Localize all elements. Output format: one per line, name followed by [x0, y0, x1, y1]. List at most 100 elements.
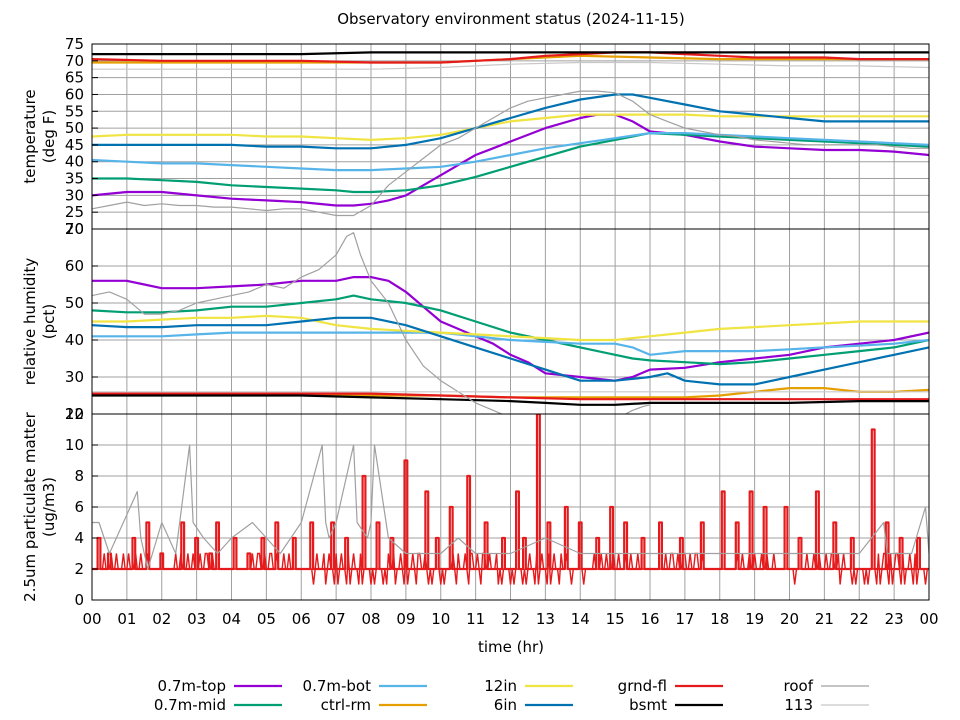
legend-label: roof: [784, 677, 814, 695]
x-tick-label: 13: [536, 610, 555, 628]
series-12in: [92, 113, 929, 141]
y-tick-label: 55: [65, 102, 84, 120]
x-tick-label: 21: [815, 610, 834, 628]
y-tick-label: 75: [65, 35, 84, 53]
y-tick-label: 50: [65, 119, 84, 137]
series-0.7m-bot: [92, 132, 929, 172]
y-tick-label: 20: [65, 220, 84, 238]
series-6in: [92, 316, 929, 386]
x-tick-label: 18: [710, 610, 729, 628]
series-0.7m-mid: [92, 132, 929, 194]
x-tick-label: 03: [187, 610, 206, 628]
panel-particulate: 0 2 4 6 8 10 12 2.5um particulate matter (ug/m3): [21, 405, 930, 609]
series-0.7m-top: [92, 113, 929, 207]
series-12in: [92, 314, 929, 342]
y-tick-label: 10: [65, 436, 84, 454]
x-tick-label: 07: [327, 610, 346, 628]
x-tick-label: 04: [222, 610, 241, 628]
series-bsmt: [92, 51, 929, 56]
legend-label: ctrl-rm: [321, 696, 371, 714]
x-tick-label: 05: [257, 610, 276, 628]
legend-label: bsmt: [629, 696, 667, 714]
legend-item: 6in: [494, 696, 573, 714]
legend-item: 0.7m-bot: [303, 677, 427, 695]
x-tick-label: 00: [82, 610, 101, 628]
y-tick-label: 8: [74, 467, 84, 485]
y-axis-label: (ug/m3): [40, 477, 58, 537]
series-roof: [92, 90, 929, 217]
x-tick-label: 19: [745, 610, 764, 628]
y-tick-label: 40: [65, 153, 84, 171]
legend-label: 0.7m-mid: [154, 696, 226, 714]
x-tick-label: 02: [152, 610, 171, 628]
x-tick-label: 16: [640, 610, 659, 628]
series-roof: [92, 232, 651, 414]
legend-item: 0.7m-mid: [154, 696, 282, 714]
x-tick-label: 20: [780, 610, 799, 628]
x-tick-label: 00: [919, 610, 938, 628]
series-bsmt: [92, 394, 929, 406]
x-tick-label: 09: [396, 610, 415, 628]
x-tick-label: 01: [117, 610, 136, 628]
x-tick-label: 14: [571, 610, 590, 628]
y-axis-label: (pct): [40, 304, 58, 339]
y-tick-label: 0: [74, 591, 84, 609]
y-axis-label: 2.5um particulate matter: [21, 411, 39, 601]
y-tick-label: 40: [65, 331, 84, 349]
y-tick-label: 4: [74, 529, 84, 547]
series-6in: [92, 93, 929, 150]
series-group: [92, 51, 929, 217]
y-axis-label: temperature: [21, 89, 39, 183]
y-tick-label: 70: [65, 52, 84, 70]
legend-item: grnd-fl: [618, 677, 723, 695]
series-roof: [92, 444, 929, 570]
y-tick-label: 12: [65, 405, 84, 423]
x-tick-label: 22: [850, 610, 869, 628]
x-tick-label: 08: [361, 610, 380, 628]
x-axis-label: time (hr): [478, 638, 544, 656]
legend-item: 0.7m-top: [158, 677, 282, 695]
legend-label: 12in: [484, 677, 517, 695]
x-tick-label: 17: [675, 610, 694, 628]
x-tick-label: 12: [501, 610, 520, 628]
series-grnd-fl: [92, 392, 929, 401]
y-tick-label: 2: [74, 560, 84, 578]
legend-label: grnd-fl: [618, 677, 667, 695]
chart-title: Observatory environment status (2024-11-…: [337, 10, 685, 28]
y-axis-label: relative humidity: [21, 258, 39, 386]
y-tick-label: 50: [65, 294, 84, 312]
x-tick-label: 06: [292, 610, 311, 628]
y-tick-label: 70: [65, 220, 84, 238]
x-tick-label: 10: [431, 610, 450, 628]
legend-label: 0.7m-bot: [303, 677, 372, 695]
x-axis: 00 01 02 03 04 05 06 07 08 09 10 11 12 13 14 15 16 17 18 19…: [82, 610, 938, 628]
series-grnd-fl: [92, 414, 929, 571]
series-113: [92, 61, 929, 70]
y-tick-label: 65: [65, 69, 84, 87]
series-group: [92, 232, 929, 414]
y-tick-label: 25: [65, 203, 84, 221]
y-tick-label: 30: [65, 368, 84, 386]
series-group: [92, 414, 929, 585]
y-tick-label: 6: [74, 498, 84, 516]
x-tick-label: 11: [466, 610, 485, 628]
panel-humidity: 20 30 40 50 60 70 relative humidity (pct): [21, 220, 930, 423]
legend-item: roof: [784, 677, 869, 695]
legend-label: 113: [784, 696, 813, 714]
y-tick-label: 60: [65, 257, 84, 275]
legend-label: 0.7m-top: [158, 677, 226, 695]
y-tick-label: 20: [65, 405, 84, 423]
y-tick-label: 30: [65, 186, 84, 204]
y-axis-label: (deg F): [40, 110, 58, 163]
y-tick-label: 35: [65, 170, 84, 188]
x-tick-label: 23: [885, 610, 904, 628]
y-tick-label: 45: [65, 136, 84, 154]
legend-label: 6in: [494, 696, 517, 714]
legend-item: bsmt: [629, 696, 723, 714]
legend-item: 113: [784, 696, 869, 714]
series-0.7m-bot: [92, 331, 929, 356]
